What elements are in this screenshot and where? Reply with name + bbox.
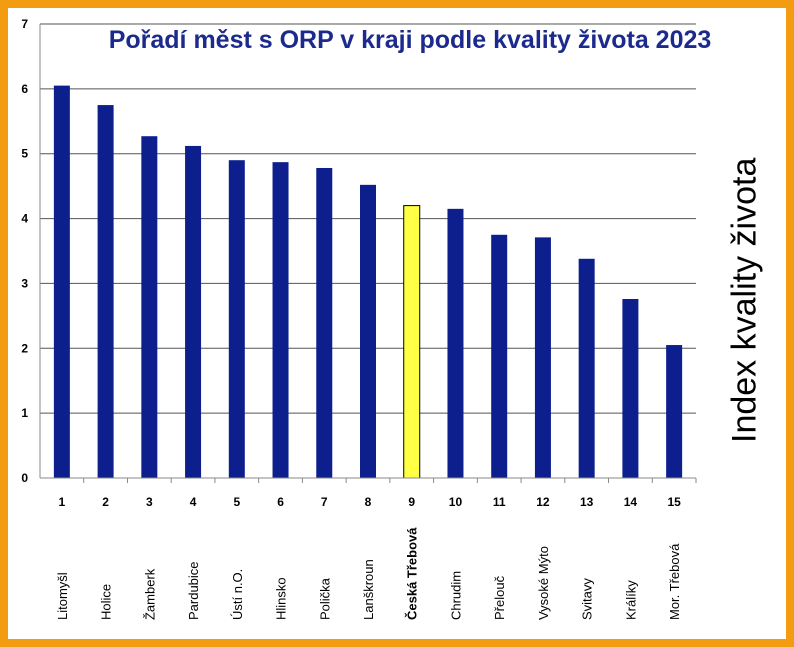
x-rank-label: 9 (408, 495, 415, 509)
x-category-label: Žamberk (142, 568, 157, 620)
x-rank-label: 12 (536, 495, 550, 509)
x-rank-label: 4 (190, 495, 197, 509)
x-rank-label: 3 (146, 495, 153, 509)
axis-labels: 012345671Litomyšl2Holice3Žamberk4Pardubi… (21, 17, 682, 620)
x-rank-label: 14 (624, 495, 638, 509)
y-tick-label: 5 (21, 147, 28, 161)
x-category-label: Mor. Třebová (667, 543, 682, 620)
y-tick-label: 4 (21, 212, 28, 226)
bar (622, 298, 639, 478)
bar (666, 345, 683, 478)
x-category-label: Lanškroun (361, 559, 376, 620)
axes (39, 24, 697, 483)
x-category-label: Polička (317, 577, 332, 620)
x-category-label: Pardubice (186, 561, 201, 620)
y-tick-label: 7 (21, 17, 28, 31)
bar (141, 136, 158, 478)
bar (578, 258, 595, 478)
x-category-label: Vysoké Mýto (536, 546, 551, 620)
bar (360, 184, 376, 479)
x-category-label: Přelouč (492, 575, 507, 620)
bar (228, 160, 245, 478)
x-rank-label: 15 (667, 495, 681, 509)
bar (447, 208, 464, 479)
x-rank-label: 7 (321, 495, 328, 509)
x-rank-label: 8 (365, 495, 372, 509)
y-tick-label: 6 (21, 82, 28, 96)
bar (53, 85, 70, 478)
bar (534, 237, 551, 478)
x-category-label: Holice (99, 584, 114, 620)
y-tick-label: 2 (21, 341, 28, 355)
x-category-label: Litomyšl (55, 572, 70, 620)
x-rank-label: 5 (233, 495, 240, 509)
bar (316, 167, 333, 479)
bar-highlight (403, 205, 421, 479)
x-category-label: Chrudim (448, 571, 463, 620)
x-rank-label: 1 (59, 495, 66, 509)
bar (97, 105, 114, 479)
bar (185, 145, 202, 478)
y-tick-label: 3 (21, 276, 28, 290)
chart-title: Pořadí měst s ORP v kraji podle kvality … (108, 26, 712, 54)
x-rank-label: 6 (277, 495, 284, 509)
x-category-label: Králíky (623, 580, 638, 620)
bars (53, 85, 683, 479)
x-rank-label: 11 (493, 495, 506, 509)
x-category-label: Svitavy (580, 578, 595, 620)
x-category-label: Hlinsko (274, 577, 289, 620)
x-rank-label: 13 (580, 495, 594, 509)
bar (272, 162, 289, 478)
bar (491, 234, 508, 478)
x-category-label: Ústí n.O. (230, 569, 245, 620)
x-rank-label: 2 (102, 495, 109, 509)
y-tick-label: 1 (21, 406, 28, 420)
x-category-label: Česká Třebová (405, 527, 420, 620)
y-tick-label: 0 (21, 471, 28, 485)
x-rank-label: 10 (449, 495, 463, 509)
